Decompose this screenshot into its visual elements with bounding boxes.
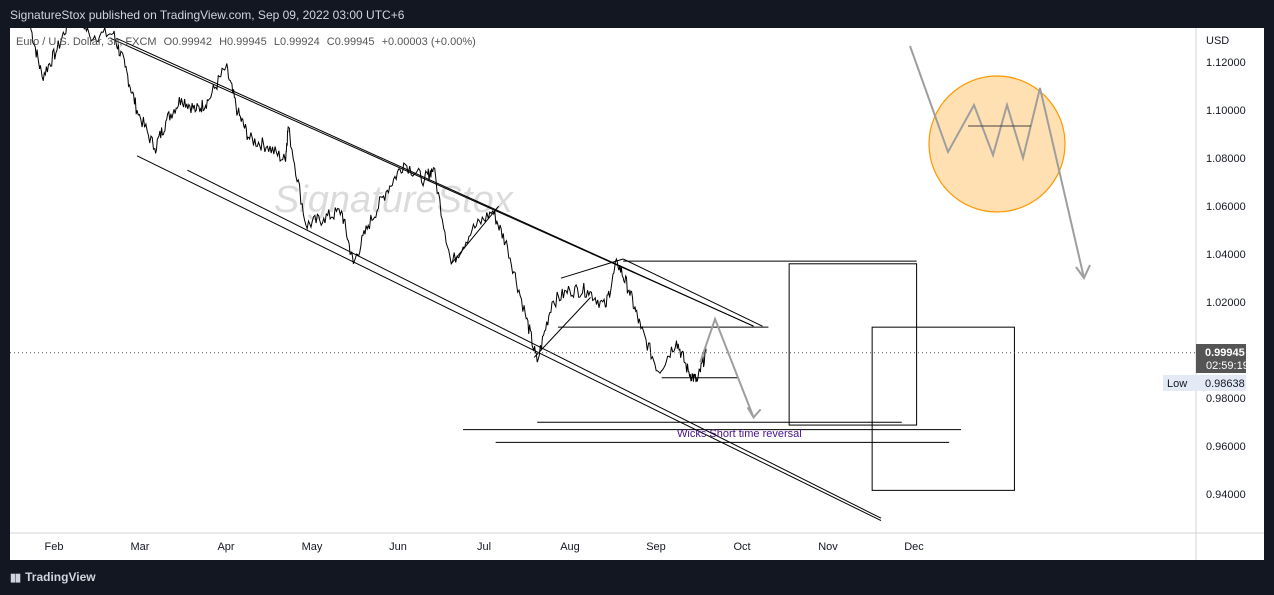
y-tick-label: 1.02000 (1206, 297, 1246, 309)
last-price-tag: 0.99945 02:59:19 (1196, 344, 1249, 373)
publisher-bar: SignatureStox published on TradingView.c… (0, 0, 1274, 28)
zigzag-arrowhead (1075, 264, 1091, 280)
x-tick-label: Sep (646, 541, 666, 553)
box-1-rectangle[interactable] (788, 263, 918, 426)
y-tick-label: 0.98000 (1206, 393, 1246, 405)
currency-label: USD (1206, 35, 1229, 47)
annotation-text[interactable]: Wicks Short time reversal (677, 428, 802, 440)
triangle-2c-line[interactable] (622, 258, 763, 327)
y-tick-label: 1.06000 (1206, 201, 1246, 213)
price-scale[interactable] (1196, 28, 1264, 538)
legend-change: +0.00003 (+0.00%) (382, 36, 476, 48)
low-label: Low (1167, 378, 1187, 390)
box-2-rectangle[interactable] (871, 326, 1015, 491)
legend-low: L0.99924 (274, 36, 320, 48)
x-tick-label: Feb (45, 541, 64, 553)
low-value: 0.98638 (1205, 378, 1245, 390)
x-tick-label: Jul (477, 541, 491, 553)
svg-text:Euro / U.S. Dollar, 3h, FXCM: Euro / U.S. Dollar, 3h, FXCM O0.99942 H0… (16, 36, 476, 48)
publisher-line: SignatureStox published on TradingView.c… (10, 8, 405, 22)
projection-arrowhead (746, 406, 762, 420)
legend-high: H0.99945 (219, 36, 267, 48)
y-tick-label: 0.94000 (1206, 489, 1246, 501)
x-tick-label: Aug (560, 541, 580, 553)
x-tick-label: Jun (389, 541, 407, 553)
y-tick-label: 0.96000 (1206, 441, 1246, 453)
channel-lower-2-line[interactable] (187, 169, 882, 519)
legend-symbol: Euro / U.S. Dollar, 3h, FXCM (16, 36, 157, 48)
last-price-value: 0.99945 (1205, 347, 1245, 359)
price-line (29, 3, 707, 383)
x-tick-label: Mar (131, 541, 150, 553)
price-chart[interactable]: SignatureStox Euro / U.S. Dollar, 3h, FX… (10, 3, 1264, 560)
footer: ▮▮ TradingView (0, 560, 1274, 595)
x-tick-label: May (302, 541, 323, 553)
bar-countdown: 02:59:19 (1206, 360, 1249, 372)
tradingview-brand: TradingView (25, 570, 96, 584)
projection-arrow[interactable] (699, 316, 755, 418)
triangle-2b-line[interactable] (560, 258, 624, 279)
channel-upper-2-line[interactable] (116, 37, 754, 327)
legend-open: O0.99942 (164, 36, 212, 48)
y-tick-label: 1.04000 (1206, 249, 1246, 261)
watermark: SignatureStox (274, 179, 515, 221)
zigzag-pattern-arrow[interactable] (909, 45, 1085, 279)
y-tick-label: 1.08000 (1206, 153, 1246, 165)
tradingview-logo[interactable]: ▮▮ TradingView (10, 570, 96, 584)
x-tick-label: Oct (733, 541, 750, 553)
channel-lower-1-line[interactable] (136, 155, 882, 522)
chart-pane[interactable]: SignatureStox Euro / U.S. Dollar, 3h, FX… (10, 3, 1264, 560)
low-tag: Low 0.98638 (1163, 375, 1246, 391)
triangle-1-line[interactable] (450, 205, 500, 265)
tradingview-logo-icon: ▮▮ (10, 571, 21, 584)
x-tick-label: Apr (217, 541, 234, 553)
x-tick-label: Dec (904, 541, 924, 553)
x-tick-label: Nov (818, 541, 838, 553)
legend: Euro / U.S. Dollar, 3h, FXCM O0.99942 H0… (16, 36, 476, 48)
legend-close: C0.99945 (327, 36, 375, 48)
y-tick-label: 1.12000 (1206, 57, 1246, 69)
y-tick-label: 1.10000 (1206, 105, 1246, 117)
